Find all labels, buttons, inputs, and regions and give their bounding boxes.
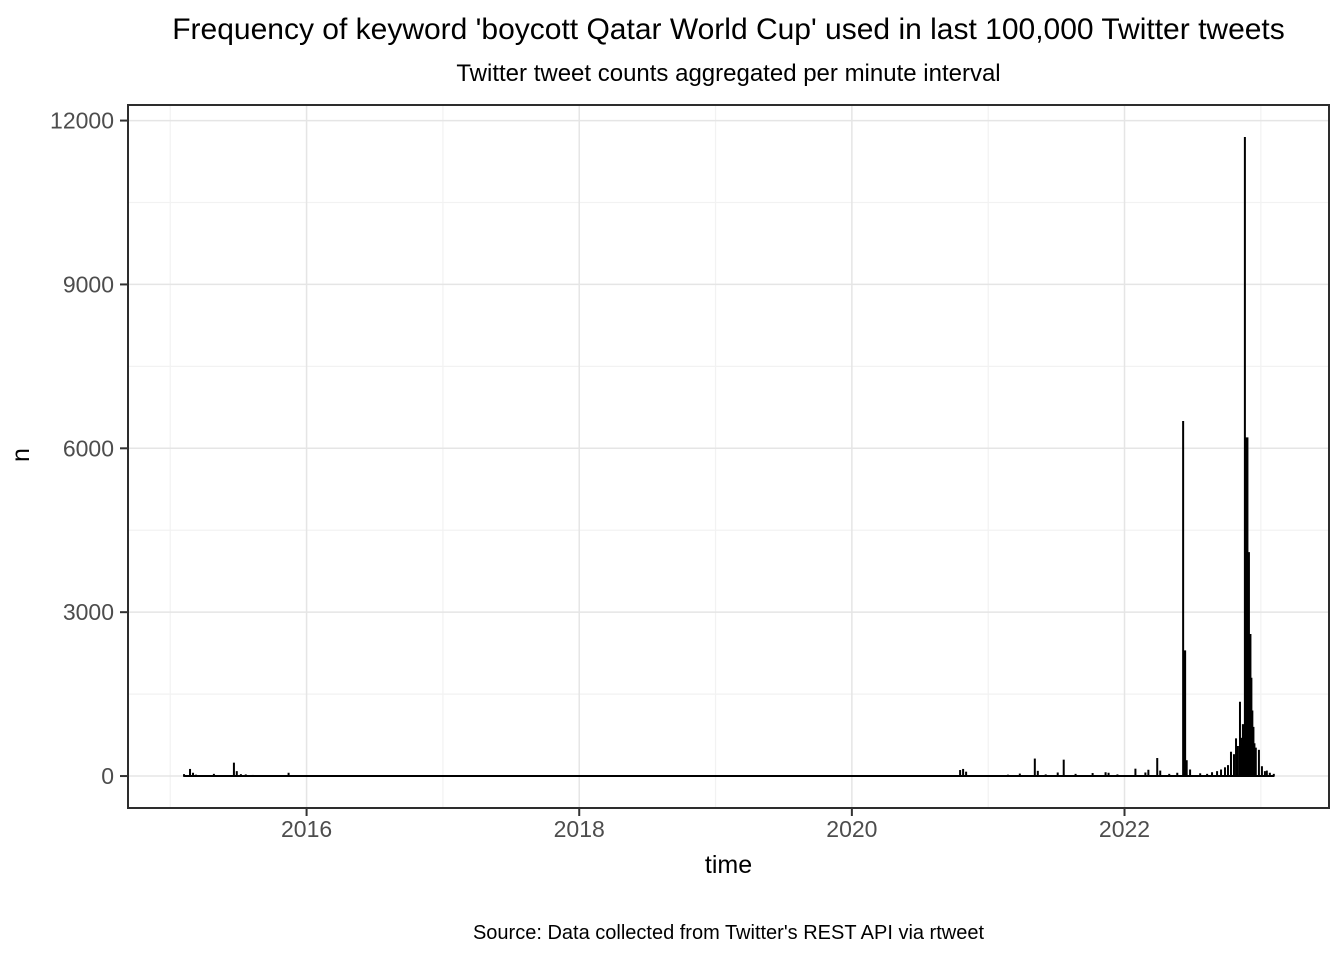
x-axis-title: time [704,851,753,879]
x-tick-label: 2016 [281,816,332,842]
y-tick-labels: 0 3000 6000 9000 12000 [50,108,114,789]
y-tick-label: 0 [101,763,114,789]
major-gridlines [128,105,1329,808]
chart-subtitle: Twitter tweet counts aggregated per minu… [456,60,1001,87]
data-series [183,136,1275,778]
chart-title: Frequency of keyword 'boycott Qatar Worl… [172,13,1285,46]
panel-background [128,105,1329,808]
x-tick-label: 2020 [826,816,877,842]
y-tick-label: 9000 [63,271,114,297]
y-tick-label: 6000 [63,435,114,461]
x-tick-label: 2018 [554,816,605,842]
x-tick-labels: 2016 2018 2020 2022 [281,816,1150,842]
y-tick-label: 3000 [63,599,114,625]
panel-border [127,104,1330,809]
x-tick-label: 2022 [1099,816,1150,842]
axis-tick-marks [120,119,1126,816]
chart-caption: Source: Data collected from Twitter's RE… [472,922,985,944]
y-tick-label: 12000 [50,108,114,134]
minor-gridlines [128,105,1329,808]
